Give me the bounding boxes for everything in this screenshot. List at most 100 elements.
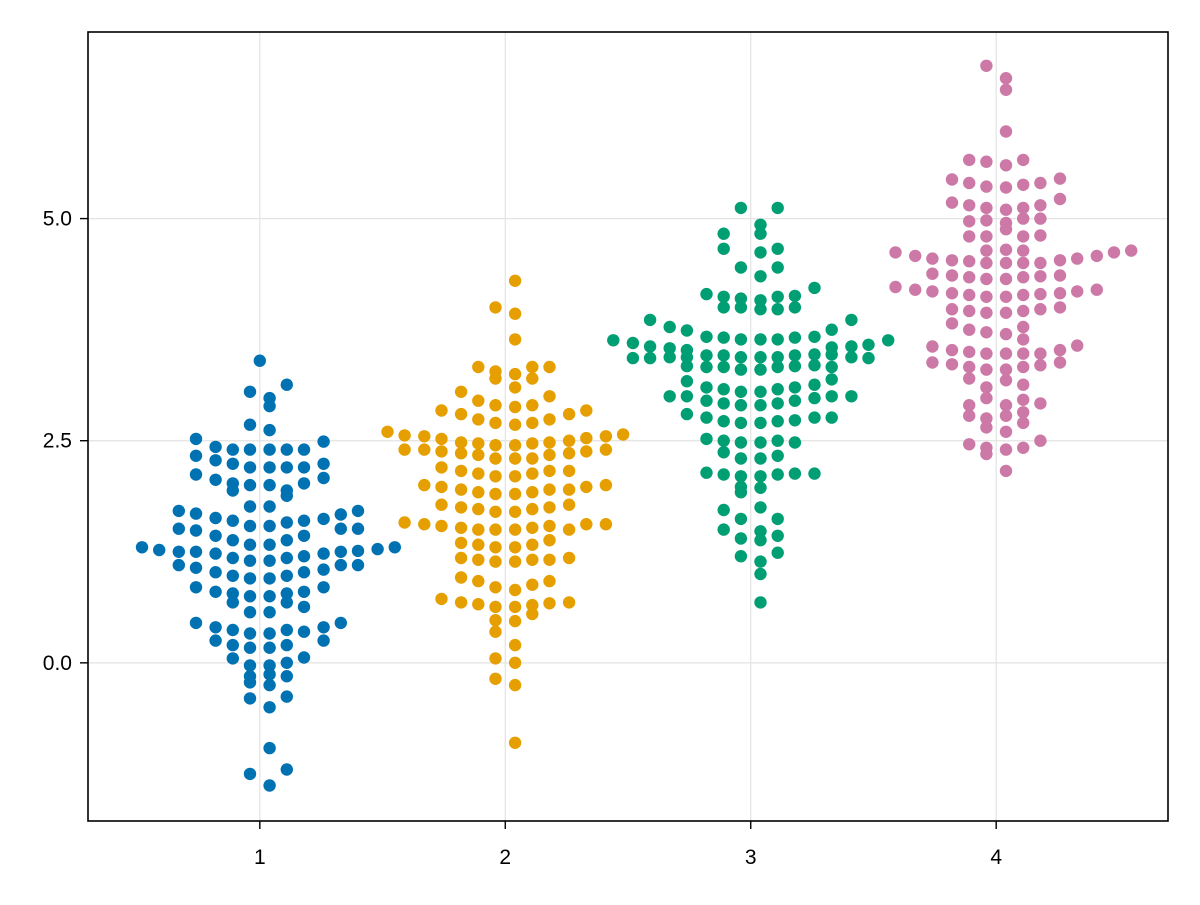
data-point xyxy=(508,439,522,452)
data-point xyxy=(643,351,657,365)
data-point xyxy=(717,242,730,255)
data-point xyxy=(243,443,257,456)
data-point xyxy=(607,334,620,347)
data-point xyxy=(209,454,222,467)
data-point xyxy=(754,294,767,307)
data-point xyxy=(980,391,993,405)
data-point xyxy=(472,598,485,611)
data-point xyxy=(472,394,485,407)
data-point xyxy=(599,518,613,531)
data-point xyxy=(1017,320,1030,334)
data-point xyxy=(526,467,539,480)
data-point xyxy=(771,468,784,481)
data-point xyxy=(980,201,993,215)
data-point xyxy=(734,363,748,376)
data-point xyxy=(472,574,485,588)
data-point xyxy=(526,502,539,516)
data-point xyxy=(963,438,976,451)
data-point xyxy=(317,581,330,594)
data-point xyxy=(297,529,311,542)
data-point xyxy=(999,306,1013,319)
data-point xyxy=(317,621,330,634)
data-point xyxy=(135,541,149,554)
data-point xyxy=(1017,212,1030,225)
data-point xyxy=(297,514,311,527)
data-point xyxy=(243,641,257,654)
data-point xyxy=(334,508,347,521)
data-point xyxy=(754,227,767,240)
data-point xyxy=(1071,285,1084,298)
data-point xyxy=(297,461,311,474)
data-point xyxy=(980,244,993,257)
data-point xyxy=(543,360,556,374)
data-point xyxy=(1017,244,1030,257)
data-point xyxy=(734,532,748,545)
data-point xyxy=(263,478,276,492)
data-point xyxy=(543,501,556,514)
data-point xyxy=(580,480,593,494)
data-point xyxy=(508,541,522,554)
data-point xyxy=(717,434,730,447)
data-point xyxy=(543,483,556,496)
data-point xyxy=(963,199,976,212)
data-point xyxy=(351,522,365,535)
data-point xyxy=(418,478,431,492)
data-point xyxy=(280,763,293,776)
data-point xyxy=(243,627,257,640)
data-point xyxy=(189,616,203,630)
data-point xyxy=(508,470,522,483)
data-point xyxy=(489,600,502,614)
data-point xyxy=(351,558,365,572)
data-point xyxy=(926,340,939,353)
data-point xyxy=(226,623,239,637)
data-point xyxy=(788,289,802,303)
data-point xyxy=(280,461,293,474)
data-point xyxy=(489,555,502,568)
data-point xyxy=(734,550,748,563)
data-point xyxy=(489,399,502,412)
data-point xyxy=(734,512,748,526)
data-point xyxy=(526,538,539,551)
data-point xyxy=(980,180,993,193)
data-point xyxy=(1017,441,1030,454)
data-point xyxy=(297,566,311,579)
data-point xyxy=(334,558,347,572)
data-point xyxy=(526,578,539,591)
data-point xyxy=(717,415,730,428)
data-point xyxy=(825,373,838,386)
data-point xyxy=(717,383,730,396)
data-point xyxy=(663,351,676,364)
data-point xyxy=(754,351,767,364)
data-point xyxy=(562,434,576,447)
data-point xyxy=(771,383,784,396)
data-point xyxy=(663,342,676,355)
data-point xyxy=(580,518,593,531)
data-point xyxy=(508,333,522,346)
data-point xyxy=(1034,287,1047,301)
data-point xyxy=(209,585,222,598)
data-point xyxy=(999,272,1013,286)
data-point xyxy=(999,83,1013,97)
data-point xyxy=(317,547,330,560)
data-point xyxy=(717,468,730,481)
data-point xyxy=(263,668,276,681)
data-point xyxy=(945,269,959,282)
data-point xyxy=(825,348,838,361)
data-point xyxy=(489,470,502,483)
data-point xyxy=(1071,252,1084,265)
data-point xyxy=(526,372,539,385)
data-point xyxy=(1107,246,1121,259)
data-point xyxy=(243,500,257,513)
data-point xyxy=(243,538,257,551)
data-point xyxy=(435,432,448,446)
data-point xyxy=(489,672,502,685)
data-point xyxy=(616,428,630,441)
data-point xyxy=(980,306,993,319)
data-point xyxy=(435,592,448,606)
data-point xyxy=(297,477,311,490)
data-point xyxy=(543,519,556,533)
data-point xyxy=(172,522,185,535)
data-point xyxy=(472,437,485,450)
data-point xyxy=(562,407,576,421)
data-point xyxy=(189,581,203,594)
